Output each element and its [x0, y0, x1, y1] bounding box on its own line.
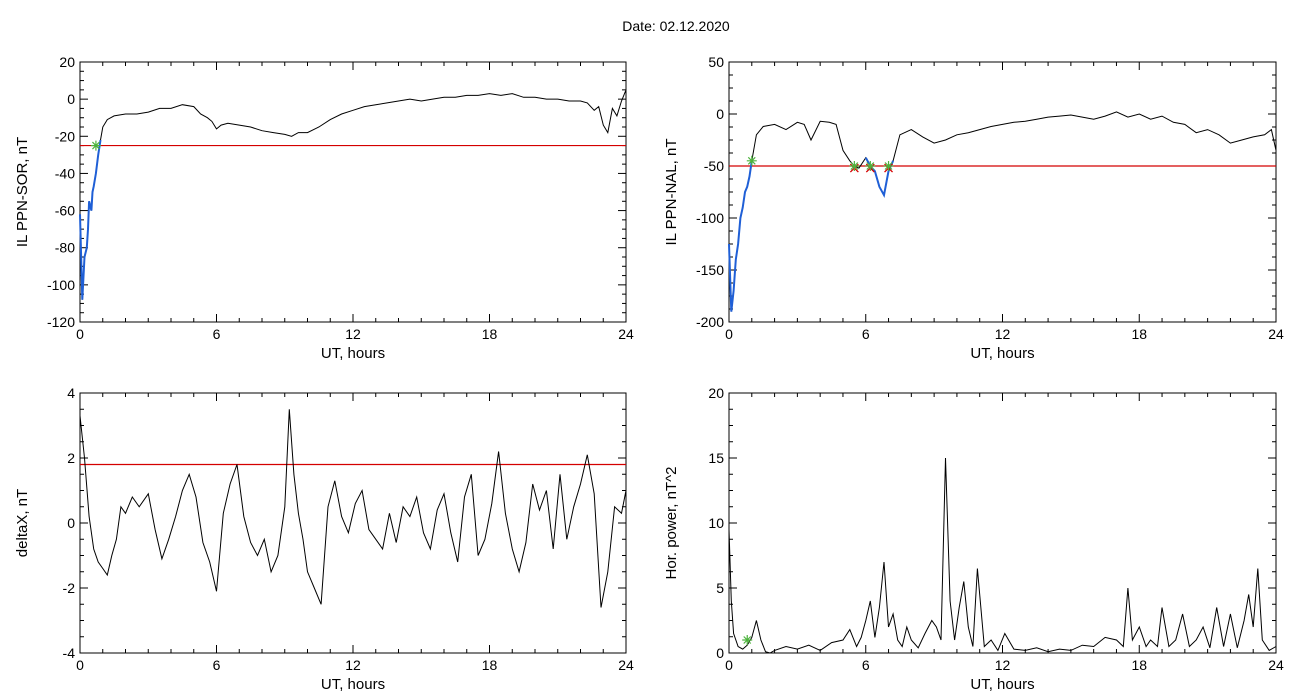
y-tick-label: 0 [67, 91, 75, 107]
x-tick-label: 18 [482, 326, 498, 342]
series-line [79, 409, 627, 608]
y-tick-label: 15 [708, 450, 724, 466]
y-tick-label: -50 [704, 158, 724, 174]
y-tick-label: 4 [67, 385, 75, 401]
y-tick-label: 0 [67, 515, 75, 531]
highlight-segment [79, 139, 102, 300]
y-tick-label: 0 [716, 645, 724, 661]
y-tick-label: 20 [59, 54, 75, 70]
y-tick-label: -100 [47, 277, 75, 293]
x-tick-label: 6 [213, 326, 221, 342]
x-tick-label: 12 [995, 657, 1011, 673]
y-axis-label: Hor. power, nT^2 [663, 467, 680, 580]
plot-frame [79, 61, 627, 323]
x-tick-label: 0 [76, 657, 84, 673]
page-title: Date: 02.12.2020 [622, 18, 730, 34]
y-tick-label: -200 [696, 314, 724, 330]
y-tick-label: -100 [696, 210, 724, 226]
x-tick-label: 0 [725, 326, 733, 342]
y-axis-label: IL PPN-SOR, nT [14, 137, 31, 247]
y-tick-label: -20 [55, 128, 75, 144]
chart-panel-nal: 0 6 12 18 24 -200 -150 -100 -50 0 50 UT, hours IL PP… [663, 54, 1284, 362]
x-axis-label: UT, hours [321, 345, 385, 362]
x-tick-label: 18 [1131, 326, 1147, 342]
y-tick-label: -4 [63, 645, 76, 661]
x-tick-label: 12 [345, 326, 361, 342]
y-tick-label: 20 [708, 385, 724, 401]
x-tick-label: 0 [76, 326, 84, 342]
y-tick-label: -60 [55, 203, 75, 219]
star-marker [742, 635, 753, 645]
y-tick-label: 2 [67, 450, 75, 466]
y-axis-label: deltaX, nT [14, 489, 31, 557]
y-tick-label: -2 [63, 580, 76, 596]
x-tick-label: 24 [618, 326, 634, 342]
x-tick-label: 18 [1131, 657, 1147, 673]
y-tick-label: -80 [55, 240, 75, 256]
y-axis-label: IL PPN-NAL, nT [663, 139, 680, 246]
y-tick-label: 50 [708, 54, 724, 70]
star-marker [849, 161, 860, 171]
plot-frame [728, 392, 1277, 654]
star-marker [865, 161, 876, 171]
x-axis-label: UT, hours [970, 345, 1034, 362]
chart-panel-power: 0 6 12 18 24 0 5 10 15 20 UT, hours Hor. power, nT^… [663, 385, 1284, 693]
series-line [728, 111, 1277, 312]
star-marker [746, 155, 757, 166]
x-tick-label: 12 [345, 657, 361, 673]
plot-frame [79, 392, 627, 654]
x-tick-label: 6 [862, 326, 870, 342]
chart-panel-sor: 0 6 12 18 24 -120 -100 -80 -60 -40 -20 0 20 UT, hours… [14, 54, 634, 362]
highlight-segment [728, 160, 753, 312]
y-tick-label: 5 [716, 580, 724, 596]
y-tick-label: -40 [55, 165, 75, 181]
y-tick-label: -150 [696, 262, 724, 278]
x-tick-label: 12 [995, 326, 1011, 342]
x-tick-label: 24 [1268, 657, 1284, 673]
x-tick-label: 24 [1268, 326, 1284, 342]
x-axis-label: UT, hours [321, 676, 385, 693]
x-axis-label: UT, hours [970, 676, 1034, 693]
plot-frame [728, 61, 1277, 323]
y-tick-label: 10 [708, 515, 724, 531]
x-tick-label: 6 [862, 657, 870, 673]
y-tick-label: 0 [716, 106, 724, 122]
series-line [728, 457, 1277, 654]
series-line [79, 89, 627, 300]
star-marker [883, 161, 894, 171]
y-tick-label: -120 [47, 314, 75, 330]
x-tick-label: 6 [213, 657, 221, 673]
star-marker [90, 140, 101, 151]
x-tick-label: 0 [725, 657, 733, 673]
x-tick-label: 24 [618, 657, 634, 673]
x-tick-label: 18 [482, 657, 498, 673]
